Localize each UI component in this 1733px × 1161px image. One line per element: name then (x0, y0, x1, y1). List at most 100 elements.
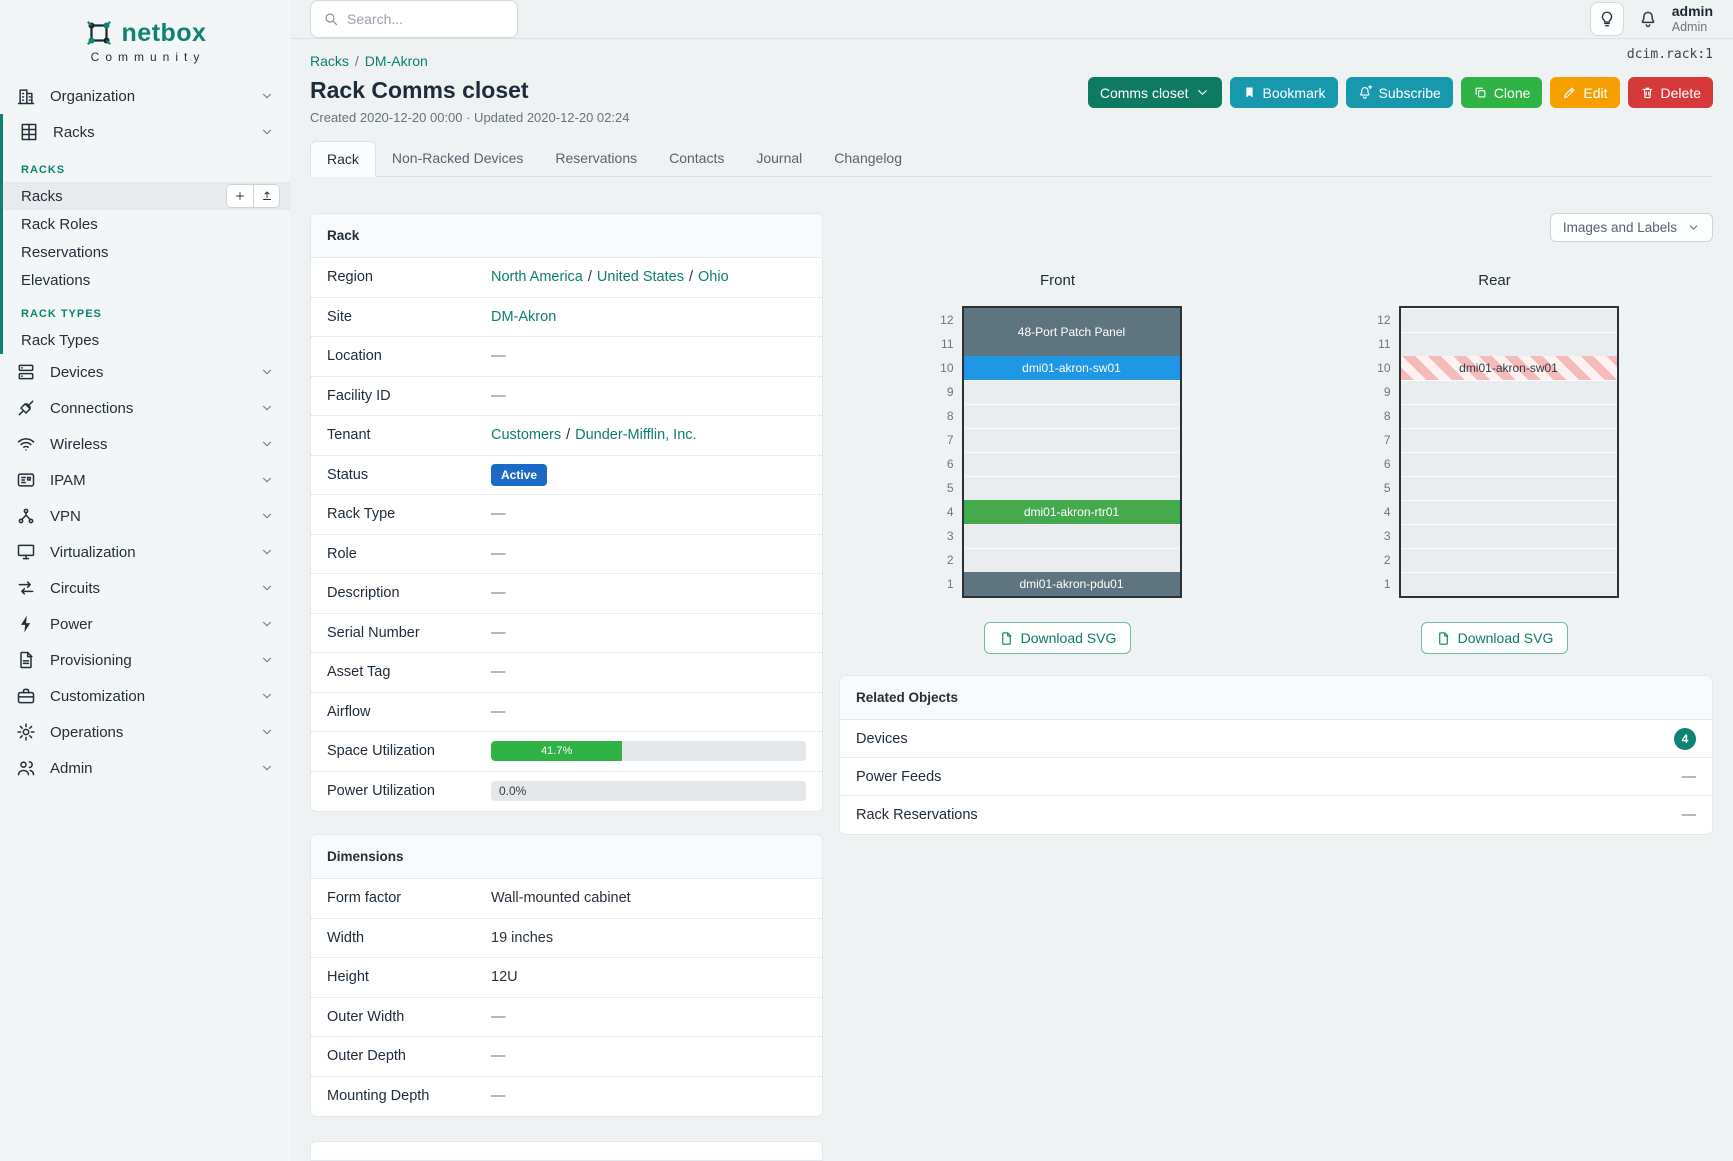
tab-reservations[interactable]: Reservations (555, 150, 638, 166)
brand-name: netbox (121, 18, 207, 47)
sidebar-subitem-rack-roles[interactable]: Rack Roles (3, 210, 290, 238)
sidebar-subitem-rack-types[interactable]: Rack Types (3, 326, 290, 354)
related-row-devices[interactable]: Devices 4 (840, 720, 1712, 758)
related-row-power-feeds[interactable]: Power Feeds — (840, 758, 1712, 796)
download-svg-button[interactable]: Download SVG (1420, 622, 1569, 654)
related-row-rack-reservations[interactable]: Rack Reservations — (856, 807, 1696, 823)
rack-unit-empty[interactable] (1400, 380, 1617, 404)
notifications-button[interactable] (1638, 9, 1658, 29)
region-link[interactable]: North America (491, 269, 583, 286)
subscribe-button[interactable]: Subscribe (1345, 77, 1453, 108)
tab-journal[interactable]: Journal (756, 150, 803, 166)
rack-unit-empty[interactable] (1400, 404, 1617, 428)
tenant-link[interactable]: Dunder-Mifflin, Inc. (575, 427, 697, 444)
sidebar-item-customization[interactable]: Customization (0, 678, 290, 714)
lightbulb-icon (1598, 10, 1616, 28)
rack-unit-empty[interactable] (1400, 524, 1617, 548)
sidebar-item-ipam[interactable]: IPAM (0, 462, 290, 498)
tab-non-racked-devices[interactable]: Non-Racked Devices (391, 150, 524, 166)
delete-button[interactable]: Delete (1627, 77, 1713, 108)
unit-number: 3 (946, 529, 954, 543)
search-box[interactable] (310, 0, 518, 38)
sidebar-item-wireless[interactable]: Wireless (0, 426, 290, 462)
rack-device[interactable]: dmi01-akron-sw01 (1400, 356, 1617, 380)
rack-unit-empty[interactable] (963, 452, 1180, 476)
rack-unit-empty[interactable] (963, 380, 1180, 404)
region-link[interactable]: United States (596, 269, 684, 286)
sidebar-item-racks[interactable]: Racks (3, 114, 290, 150)
bookmark-button[interactable]: Bookmark (1229, 77, 1338, 108)
sidebar-item-organization[interactable]: Organization (0, 78, 290, 114)
sidebar-subitem-racks[interactable]: Racks (3, 182, 290, 210)
network-icon (16, 506, 36, 526)
rack-unit-empty[interactable] (1400, 572, 1617, 596)
region-link[interactable]: Ohio (698, 269, 729, 286)
chevron-down-icon (260, 689, 274, 703)
sidebar-item-devices[interactable]: Devices (0, 354, 290, 390)
sidebar-item-provisioning[interactable]: Provisioning (0, 642, 290, 678)
user-menu[interactable]: admin Admin (1672, 3, 1713, 35)
row-space-utilization: Space Utilization 41.7% (311, 732, 822, 772)
unit-number: 2 (1383, 553, 1391, 567)
download-svg-button[interactable]: Download SVG (983, 622, 1132, 654)
rack-device[interactable]: dmi01-akron-pdu01 (963, 572, 1180, 596)
rack-unit-empty[interactable] (1400, 548, 1617, 572)
rack-unit-empty[interactable] (1400, 428, 1617, 452)
theme-toggle-button[interactable] (1589, 2, 1624, 36)
sidebar-item-label: Power (50, 615, 93, 633)
tenant-group-link[interactable]: Customers (491, 427, 562, 444)
sidebar-item-vpn[interactable]: VPN (0, 498, 290, 534)
row-form-factor: Form factor Wall-mounted cabinet (311, 879, 822, 919)
breadcrumb-link-racks[interactable]: Racks (310, 53, 349, 69)
rack-unit-empty[interactable] (963, 404, 1180, 428)
breadcrumb-link-site[interactable]: DM-Akron (364, 53, 428, 69)
sidebar-subitem-reservations[interactable]: Reservations (3, 238, 290, 266)
sidebar-item-label: Organization (50, 87, 136, 105)
users-icon (16, 758, 36, 778)
sidebar-item-label: Provisioning (50, 651, 132, 669)
sidebar-subitem-elevations[interactable]: Elevations (3, 266, 290, 294)
rack-unit-empty[interactable] (963, 476, 1180, 500)
page-title: Rack Comms closet (310, 77, 529, 103)
tab-rack[interactable]: Rack (310, 141, 376, 177)
add-button[interactable] (227, 185, 253, 207)
rack-unit-empty[interactable] (1400, 452, 1617, 476)
tab-changelog[interactable]: Changelog (834, 150, 903, 166)
rack-unit-empty[interactable] (963, 548, 1180, 572)
dimensions-panel: Dimensions Form factor Wall-mounted cabi… (310, 834, 823, 1117)
tab-contacts[interactable]: Contacts (669, 150, 725, 166)
rack-unit-empty[interactable] (1400, 476, 1617, 500)
clone-button[interactable]: Clone (1460, 77, 1543, 108)
chevron-down-icon (260, 761, 274, 775)
search-input[interactable] (347, 11, 505, 27)
rack-unit-empty[interactable] (1400, 500, 1617, 524)
rack-unit-empty[interactable] (963, 428, 1180, 452)
rack-device[interactable]: 48-Port Patch Panel (963, 308, 1180, 356)
sidebar-item-virtualization[interactable]: Virtualization (0, 534, 290, 570)
site-link[interactable]: DM-Akron (491, 308, 557, 325)
rack-unit-empty[interactable] (963, 524, 1180, 548)
row-region: Region North America / United States / O… (311, 258, 822, 298)
edit-button[interactable]: Edit (1550, 77, 1620, 108)
space-utilization-fill: 41.7% (491, 741, 623, 762)
panel-title: Dimensions (311, 835, 822, 879)
sidebar-item-admin[interactable]: Admin (0, 750, 290, 786)
sidebar-item-connections[interactable]: Connections (0, 390, 290, 426)
rack-device[interactable]: dmi01-akron-sw01 (963, 356, 1180, 380)
comms-closet-dropdown[interactable]: Comms closet (1087, 77, 1222, 108)
sidebar-item-power[interactable]: Power (0, 606, 290, 642)
chevron-down-icon (260, 653, 274, 667)
sidebar-item-circuits[interactable]: Circuits (0, 570, 290, 606)
logo-block[interactable]: netbox Community (0, 10, 290, 78)
netbox-logo-icon (84, 18, 114, 48)
row-power-utilization: Power Utilization 0.0% (311, 772, 822, 812)
rack-unit-empty[interactable] (1400, 332, 1617, 356)
rack-unit-empty[interactable] (1400, 308, 1617, 332)
row-outer-width: Outer Width — (311, 998, 822, 1037)
import-button[interactable] (253, 185, 279, 207)
trash-icon (1640, 85, 1655, 100)
images-and-labels-dropdown[interactable]: Images and Labels (1549, 213, 1713, 242)
rack-device[interactable]: dmi01-akron-rtr01 (963, 500, 1180, 524)
sidebar-item-operations[interactable]: Operations (0, 714, 290, 750)
row-serial-number: Serial Number — (311, 614, 822, 653)
